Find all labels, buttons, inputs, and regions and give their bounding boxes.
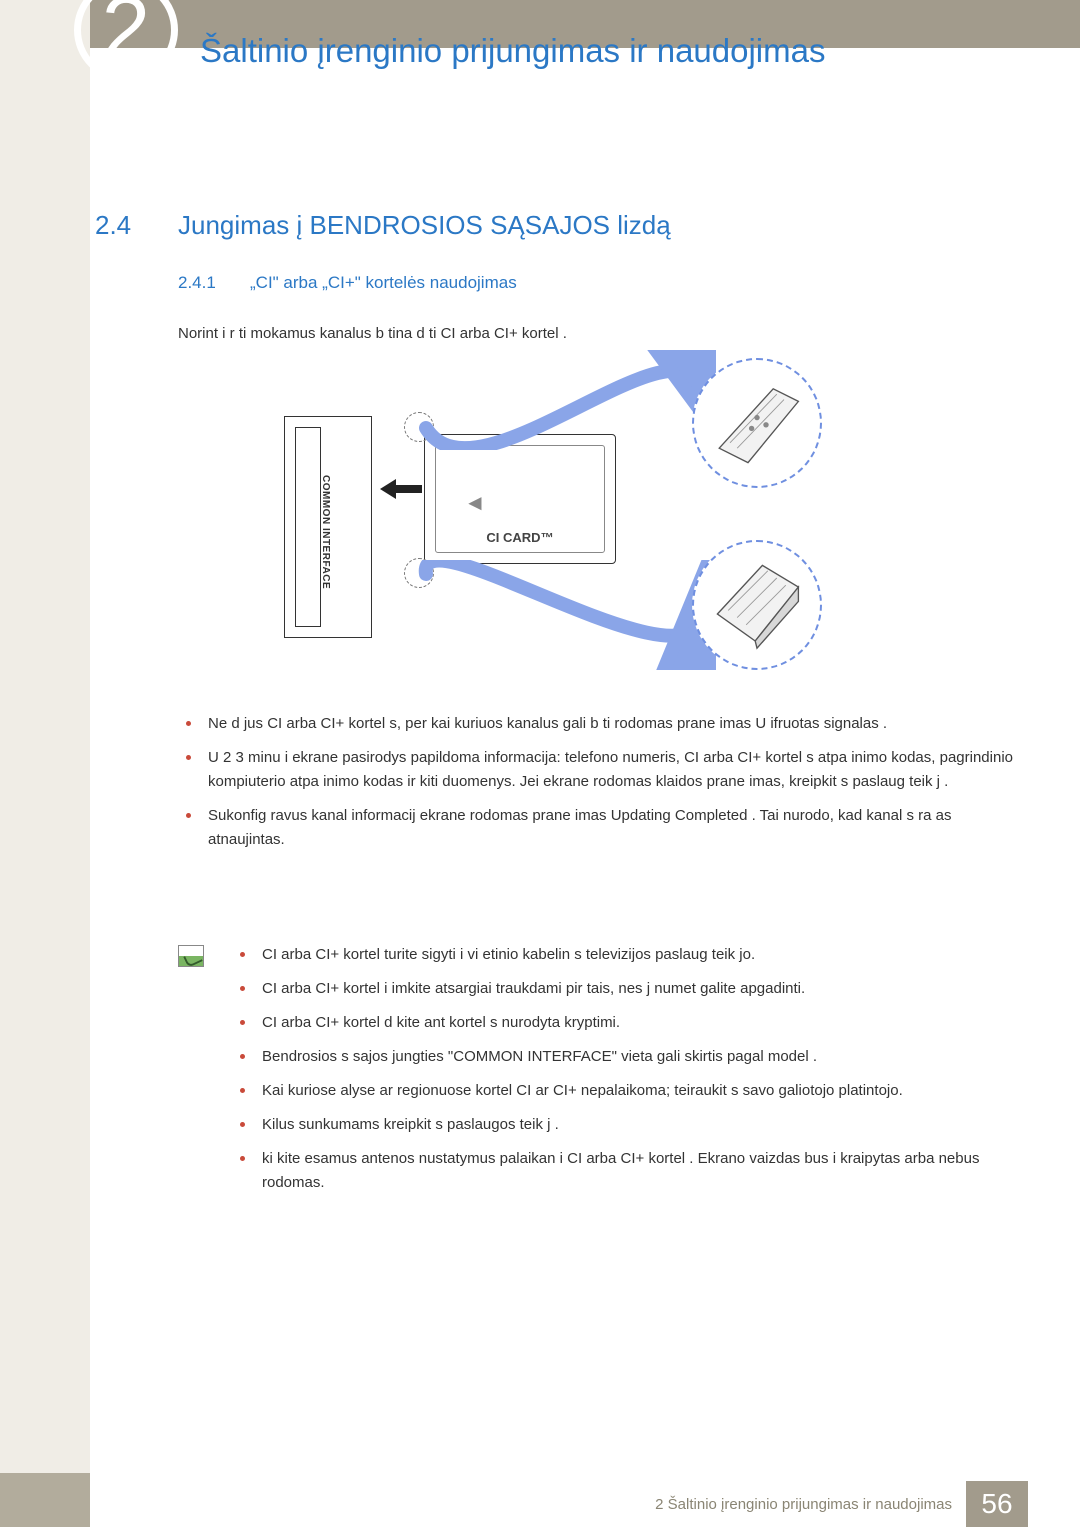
page-title: Šaltinio įrenginio prijungimas ir naudoj… [200,32,826,70]
subsection-number: 2.4.1 [178,273,216,293]
ci-slot-label: COMMON INTERFACE [320,475,331,589]
list-item: Kilus sunkumams kreipkit s paslaugos tei… [232,1113,1020,1137]
list-item: Kai kuriose alyse ar regionuose kortel C… [232,1079,1020,1103]
detail-circle-bottom [692,540,822,670]
footer-page-number: 56 [966,1481,1028,1527]
ci-slot: COMMON INTERFACE [284,416,372,638]
swoosh-bottom-icon [416,560,716,670]
list-item: ki kite esamus antenos nustatymus palaik… [232,1147,1020,1195]
list-item: CI arba CI+ kortel turite sigyti i vi et… [232,943,1020,967]
list-item: Bendrosios s sajos jungties "COMMON INTE… [232,1045,1020,1069]
list-item: Sukonfig ravus kanal informacij ekrane r… [178,804,1020,852]
note-icon [178,945,204,967]
intro-paragraph: Norint i r ti mokamus kanalus b tina d t… [178,323,1020,346]
note-bullet-list: CI arba CI+ kortel turite sigyti i vi et… [232,943,1020,1205]
insert-arrow-icon [380,482,422,496]
footer: 2 Šaltinio įrenginio prijungimas ir naud… [0,1473,1080,1527]
detail-circle-top [692,358,822,488]
footer-sidebar-accent [0,1473,90,1527]
main-bullet-list: Ne d jus CI arba CI+ kortel s, per kai k… [178,712,1020,862]
ci-card-direction-icon: ◄ [464,490,486,516]
ci-slot-opening [295,427,321,627]
list-item: Ne d jus CI arba CI+ kortel s, per kai k… [178,712,1020,736]
list-item: CI arba CI+ kortel i imkite atsargiai tr… [232,977,1020,1001]
left-sidebar [0,0,90,1527]
connector-detail-bottom-icon [712,560,802,650]
subsection-title: „CI" arba „CI+" kortelės naudojimas [250,273,517,293]
footer-chapter-text: 2 Šaltinio įrenginio prijungimas ir naud… [655,1496,952,1513]
swoosh-top-icon [416,350,716,450]
ci-card-diagram: COMMON INTERFACE CI CARD™ ◄ [276,370,836,680]
section-number: 2.4 [95,210,131,241]
section-title: Jungimas į BENDROSIOS SĄSAJOS lizdą [178,210,671,241]
list-item: CI arba CI+ kortel d kite ant kortel s n… [232,1011,1020,1035]
connector-detail-top-icon [712,378,802,468]
ci-card: CI CARD™ [424,434,616,564]
list-item: U 2 3 minu i ekrane pasirodys papildoma … [178,746,1020,794]
ci-card-label: CI CARD™ [425,530,615,545]
